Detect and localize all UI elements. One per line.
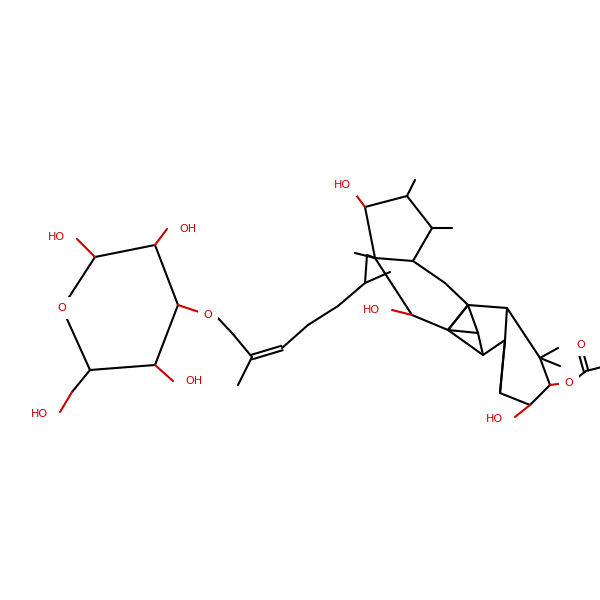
Text: OH: OH (179, 224, 196, 234)
Text: HO: HO (48, 232, 65, 242)
Text: O: O (203, 310, 212, 320)
Text: OH: OH (185, 376, 202, 386)
Text: O: O (58, 303, 67, 313)
Text: HO: HO (486, 414, 503, 424)
Text: HO: HO (334, 180, 351, 190)
Text: HO: HO (363, 305, 380, 315)
Text: HO: HO (31, 409, 48, 419)
Text: O: O (577, 340, 586, 350)
Text: O: O (565, 378, 574, 388)
